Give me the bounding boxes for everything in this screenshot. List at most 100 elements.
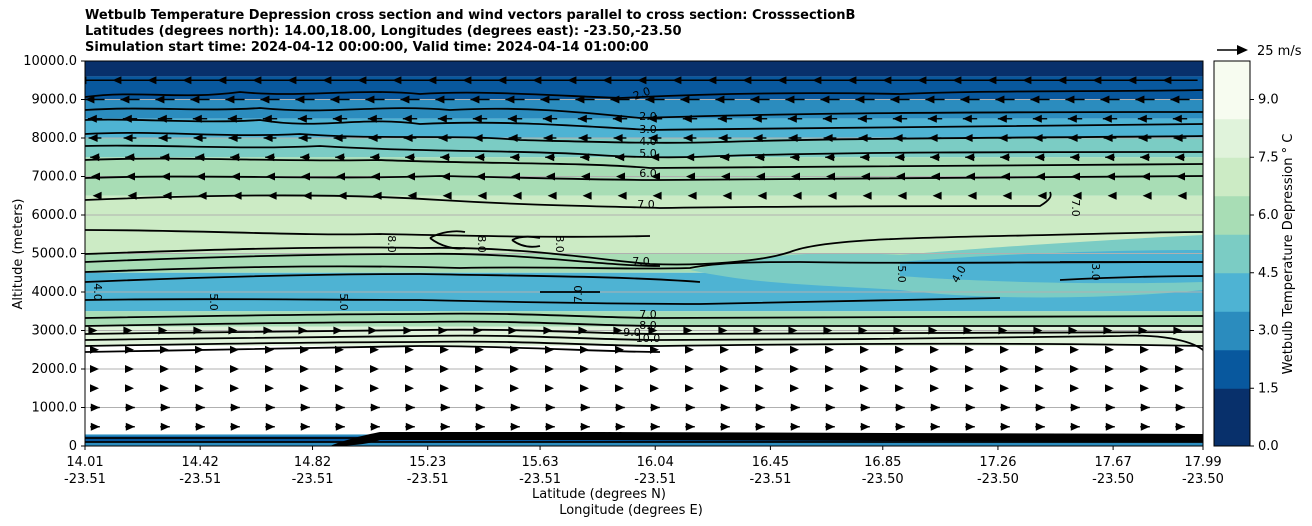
wind-arrow-5-12: [511, 172, 520, 181]
wind-arrow-10-24: [930, 384, 939, 393]
wind-head: [472, 114, 482, 123]
wind-arrow-0-11: [462, 76, 498, 85]
contour-line-11: [85, 261, 1203, 273]
wind-arrow-4-31: [1175, 153, 1185, 162]
wind-head: [301, 172, 310, 181]
wind-arrow-3-11: [473, 134, 487, 142]
wind-arrow-11-1: [125, 403, 135, 412]
wind-arrow-3-24: [928, 134, 942, 142]
wind-head: [335, 403, 345, 412]
wind-arrow-0-5: [252, 76, 288, 85]
wind-arrow-12-19: [755, 422, 765, 431]
wind-head: [1175, 403, 1185, 412]
wind-arrow-1-4: [225, 95, 245, 104]
wind-head: [336, 172, 345, 181]
wind-head: [1000, 153, 1010, 162]
wind-head: [1173, 134, 1183, 142]
wind-arrow-3-21: [823, 134, 837, 142]
wind-head: [265, 153, 275, 162]
wind-head: [787, 114, 797, 123]
wind-arrow-0-4: [217, 76, 253, 85]
wind-head: [196, 172, 205, 181]
wind-arrow-9-20: [790, 365, 799, 373]
wind-head: [158, 326, 168, 335]
wind-arrow-1-23: [890, 95, 910, 104]
wind-arrow-9-10: [440, 365, 449, 373]
wind-head: [882, 76, 892, 85]
wind-arrow-6-29: [1107, 191, 1117, 200]
wind-arrow-11-6: [300, 403, 310, 412]
wind-head: [161, 172, 170, 181]
wind-head: [790, 365, 799, 373]
wind-head: [300, 153, 310, 162]
wind-head: [615, 345, 624, 354]
x-tick-label-lat-8: 17.26: [979, 455, 1016, 470]
wind-arrow-11-21: [825, 403, 835, 412]
wind-head: [90, 365, 99, 373]
wind-head: [1140, 422, 1150, 431]
wind-head: [755, 365, 764, 373]
wind-arrow-7-20: [788, 326, 798, 335]
wind-arrow-8-1: [125, 345, 134, 354]
wind-arrow-8-31: [1175, 345, 1184, 354]
wind-head: [545, 422, 555, 431]
wind-arrow-0-13: [532, 76, 568, 85]
wind-head: [477, 191, 487, 200]
colorbar-tick-label-1: 1.5: [1258, 381, 1279, 396]
wind-arrow-3-10: [438, 134, 452, 142]
wind-head: [650, 403, 660, 412]
wind-head: [1002, 191, 1012, 200]
wind-arrow-10-10: [440, 384, 449, 393]
wind-head: [112, 76, 122, 85]
wind-arrow-6-11: [477, 191, 487, 200]
wind-head: [613, 134, 623, 142]
wind-arrow-12-17: [685, 422, 695, 431]
wind-head: [1036, 172, 1045, 181]
y-tick-label-0: 0: [69, 439, 77, 454]
wind-head: [227, 114, 237, 123]
wind-head: [612, 114, 622, 123]
wind-head: [650, 345, 659, 354]
wind-head: [230, 345, 239, 354]
x-tick-label-lon-5: -23.51: [634, 472, 676, 487]
wind-arrow-3-0: [88, 134, 102, 142]
wind-arrow-4-7: [335, 153, 345, 162]
wind-arrow-4-12: [510, 153, 520, 162]
wind-arrow-12-11: [475, 422, 485, 431]
y-tick-label-7000: 7000.0: [32, 170, 78, 185]
wind-head: [615, 403, 625, 412]
wind-head: [260, 95, 270, 104]
wind-arrow-10-9: [405, 384, 414, 393]
wind-arrow-8-4: [230, 345, 239, 354]
field-pocket-right-core: [900, 250, 1203, 284]
wind-arrow-0-9: [392, 76, 428, 85]
wind-arrow-6-6: [302, 191, 312, 200]
wind-head: [298, 134, 308, 142]
wind-arrow-11-4: [230, 403, 240, 412]
wind-key-label: 25 m/s: [1257, 44, 1302, 59]
wind-head: [893, 326, 903, 335]
wind-head: [1142, 191, 1152, 200]
wind-head: [755, 345, 764, 354]
wind-arrow-11-5: [265, 403, 275, 412]
wind-head: [860, 384, 869, 393]
wind-head: [617, 191, 627, 200]
wind-head: [1000, 345, 1009, 354]
wind-arrow-1-17: [680, 95, 700, 104]
wind-arrow-7-18: [718, 326, 728, 335]
wind-arrow-1-13: [540, 95, 560, 104]
x-tick-label-lat-4: 15.63: [521, 455, 558, 470]
wind-arrow-1-15: [610, 95, 630, 104]
wind-arrow-1-16: [645, 95, 665, 104]
wind-arrow-12-26: [1000, 422, 1010, 431]
wind-head: [753, 134, 763, 142]
wind-head: [427, 76, 437, 85]
wind-arrow-6-21: [827, 191, 837, 200]
wind-head: [1001, 172, 1010, 181]
wind-head: [827, 191, 837, 200]
y-tick-label-4000: 4000.0: [32, 285, 78, 300]
wind-arrow-11-3: [195, 403, 205, 412]
wind-arrow-7-14: [578, 326, 588, 335]
wind-arrow-1-3: [190, 95, 210, 104]
wind-head: [895, 384, 904, 393]
